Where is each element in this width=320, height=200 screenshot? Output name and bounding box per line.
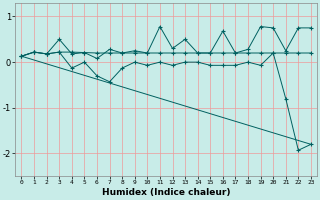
X-axis label: Humidex (Indice chaleur): Humidex (Indice chaleur) xyxy=(102,188,230,197)
